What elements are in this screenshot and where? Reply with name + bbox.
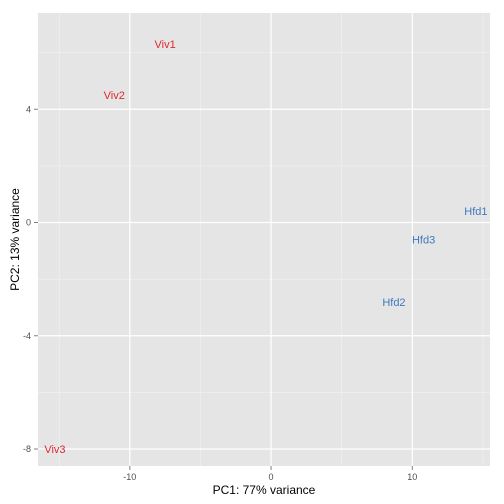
y-axis-title: PC2: 13% variance [8, 188, 22, 291]
x-axis-ticks: -10 0 10 [123, 466, 417, 482]
point-label-hfd2: Hfd2 [382, 297, 405, 309]
x-tick-label: 0 [269, 472, 274, 482]
y-tick-label: -8 [23, 444, 31, 454]
x-tick-label: -10 [123, 472, 136, 482]
point-label-viv1: Viv1 [155, 39, 176, 51]
x-axis-title: PC1: 77% variance [213, 483, 316, 497]
major-grid [38, 13, 490, 466]
point-label-hfd3: Hfd3 [412, 235, 435, 247]
minor-grid [38, 13, 490, 466]
plot-panel [38, 13, 490, 466]
point-label-hfd1: Hfd1 [464, 206, 487, 218]
point-label-viv2: Viv2 [104, 90, 125, 102]
y-axis-ticks: -8 -4 0 4 [23, 104, 38, 454]
data-labels: Viv1 Viv2 Viv3 Hfd1 Hfd3 Hfd2 [44, 39, 487, 456]
point-label-viv3: Viv3 [44, 444, 65, 456]
y-tick-label: -4 [23, 331, 31, 341]
y-tick-label: 0 [26, 218, 31, 228]
y-tick-label: 4 [26, 104, 31, 114]
x-tick-label: 10 [407, 472, 417, 482]
